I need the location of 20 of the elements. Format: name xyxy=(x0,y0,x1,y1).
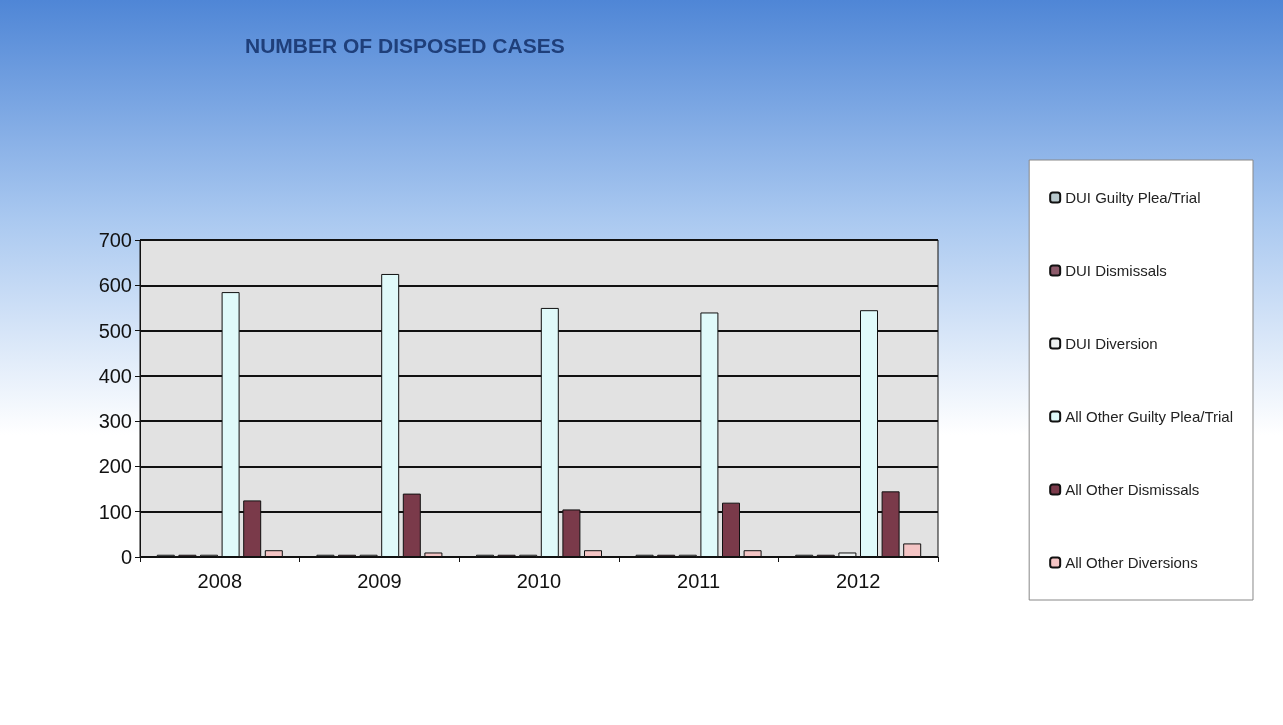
legend-label: All Other Dismissals xyxy=(1065,481,1200,498)
y-tick-label: 0 xyxy=(120,546,132,568)
y-tick-label: 600 xyxy=(98,274,132,297)
chart-title: NUMBER OF DISPOSED CASES xyxy=(245,34,565,57)
legend-label: All Other Diversions xyxy=(1065,554,1198,571)
y-tick-label: 200 xyxy=(98,455,132,478)
x-tick-label: 2009 xyxy=(357,570,402,592)
y-tick-label: 100 xyxy=(98,500,132,523)
y-tick-label: 400 xyxy=(98,364,132,387)
x-tick-label: 2011 xyxy=(677,570,721,592)
y-tick-label: 500 xyxy=(98,319,132,342)
x-tick-label: 2010 xyxy=(516,570,562,592)
legend-label: All Other Guilty Plea/Trial xyxy=(1065,408,1233,425)
y-tick-label: 300 xyxy=(98,410,132,433)
legend-label: DUI Dismissals xyxy=(1065,262,1167,279)
x-tick-label: 2008 xyxy=(197,570,243,592)
legend-label: DUI Diversion xyxy=(1065,335,1158,352)
x-tick-label: 2012 xyxy=(835,570,881,592)
y-tick-label: 700 xyxy=(98,229,132,251)
legend-label: DUI Guilty Plea/Trial xyxy=(1065,189,1201,206)
